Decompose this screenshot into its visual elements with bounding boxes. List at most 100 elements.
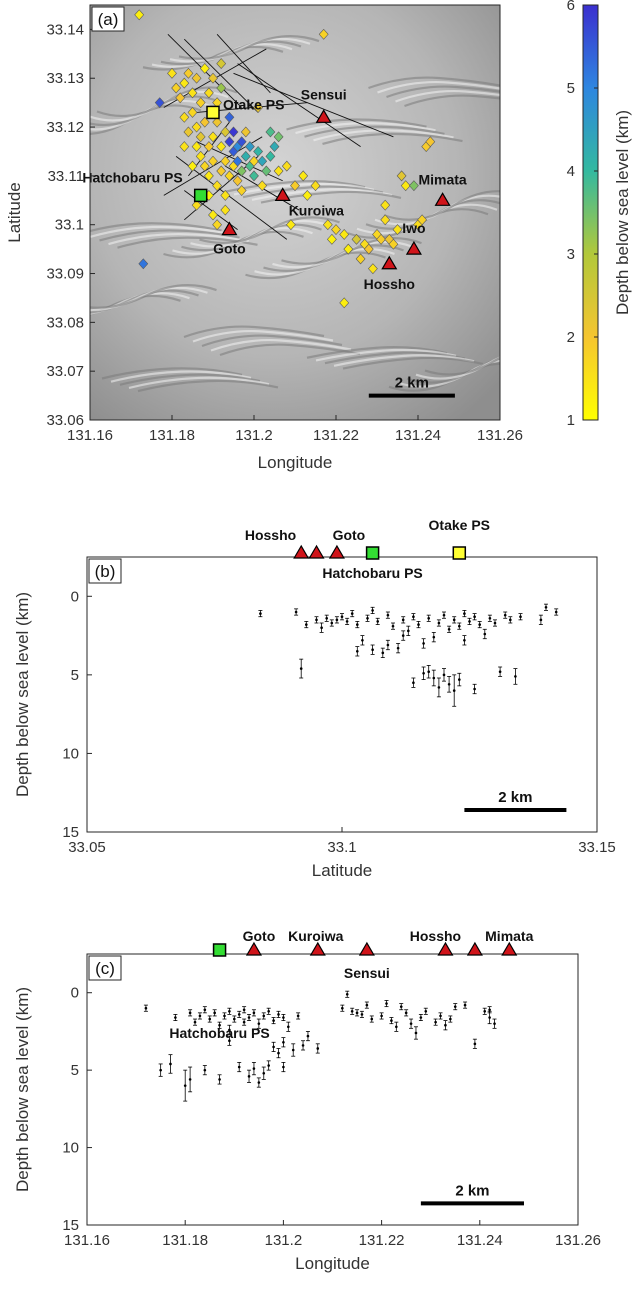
y-tick-label: 10 bbox=[62, 745, 79, 762]
earthquake-marker bbox=[265, 126, 276, 138]
earthquake-point bbox=[434, 1020, 437, 1024]
earthquake-point bbox=[259, 612, 262, 615]
earthquake-marker bbox=[240, 126, 251, 138]
earthquake-point bbox=[218, 1078, 221, 1081]
earthquake-point bbox=[498, 670, 502, 674]
earthquake-point bbox=[287, 1025, 290, 1029]
fumarole-marker bbox=[501, 941, 518, 956]
earthquake-point bbox=[203, 1068, 207, 1072]
earthquake-point bbox=[458, 624, 461, 628]
earthquake-point bbox=[483, 1009, 487, 1013]
earthquake-marker bbox=[154, 97, 165, 109]
earthquake-point bbox=[381, 651, 385, 655]
earthquake-marker bbox=[203, 87, 214, 99]
fumarole-marker bbox=[221, 221, 238, 236]
x-tick-label: 131.26 bbox=[477, 427, 523, 444]
earthquake-point bbox=[404, 1011, 408, 1015]
fumarole-marker bbox=[308, 544, 325, 559]
x-tick-label: 131.2 bbox=[265, 1232, 303, 1249]
terrain-ridge bbox=[151, 43, 293, 68]
terrain-ridge bbox=[386, 85, 500, 99]
earthquake-marker bbox=[199, 63, 210, 74]
earthquake-point bbox=[399, 1005, 403, 1008]
terrain-ridge bbox=[201, 334, 343, 348]
earthquake-point bbox=[365, 1003, 369, 1007]
fault-line bbox=[233, 72, 394, 138]
earthquake-point bbox=[335, 618, 339, 622]
earthquake-marker bbox=[195, 97, 206, 109]
colorbar-tick-label: 3 bbox=[567, 246, 575, 263]
earthquake-marker bbox=[400, 180, 411, 192]
earthquake-marker bbox=[216, 58, 227, 70]
earthquake-point bbox=[449, 1017, 452, 1021]
earthquake-point bbox=[345, 620, 349, 623]
power-station-marker bbox=[365, 546, 380, 560]
panel-b-scale-label: 2 km bbox=[498, 789, 532, 806]
panel-b-label: (b) bbox=[95, 562, 116, 581]
earthquake-point bbox=[282, 1016, 285, 1019]
earthquake-point bbox=[453, 1005, 457, 1008]
earthquake-point bbox=[442, 673, 446, 677]
terrain-ridge bbox=[137, 379, 279, 393]
panel-c-scale-label: 2 km bbox=[455, 1182, 489, 1199]
terrain-ridge bbox=[306, 346, 448, 359]
earthquake-point bbox=[427, 616, 431, 620]
site-label: Kuroiwa bbox=[289, 202, 344, 218]
earthquake-marker bbox=[380, 199, 391, 211]
earthquake-point bbox=[345, 992, 349, 996]
terrain-ridge bbox=[90, 225, 231, 238]
earthquake-marker bbox=[167, 67, 177, 79]
earthquake-point bbox=[463, 612, 466, 615]
x-tick-label: 33.05 bbox=[68, 839, 106, 856]
earthquake-point bbox=[473, 615, 476, 619]
earthquake-marker bbox=[392, 224, 403, 236]
earthquake-marker bbox=[187, 106, 198, 118]
fumarole-marker bbox=[328, 544, 345, 559]
y-tick-label: 5 bbox=[71, 667, 79, 684]
earthquake-point bbox=[320, 626, 323, 630]
x-tick-label: 131.22 bbox=[359, 1232, 405, 1249]
earthquake-point bbox=[414, 1031, 418, 1035]
x-axis-label: Longitude bbox=[258, 453, 333, 472]
y-tick-label: 15 bbox=[62, 1217, 79, 1234]
earthquake-marker bbox=[396, 170, 407, 182]
earthquake-point bbox=[325, 616, 329, 620]
earthquake-point bbox=[424, 1009, 428, 1013]
earthquake-marker bbox=[208, 209, 218, 221]
earthquake-point bbox=[422, 642, 425, 645]
panel-c-axes-frame bbox=[86, 953, 579, 1226]
earthquake-point bbox=[488, 1016, 491, 1019]
panel-a-label: (a) bbox=[98, 10, 119, 29]
terrain-ridge bbox=[324, 351, 466, 365]
x-tick-label: 131.24 bbox=[457, 1232, 503, 1249]
fumarole-marker bbox=[405, 240, 422, 255]
earthquake-point bbox=[437, 621, 441, 625]
panel-a-scale-label: 2 km bbox=[395, 375, 429, 392]
earthquake-marker bbox=[244, 141, 255, 153]
earthquake-point bbox=[305, 623, 308, 626]
earthquake-point bbox=[228, 1028, 231, 1032]
colorbar bbox=[582, 4, 599, 421]
terrain-ridge bbox=[90, 289, 199, 314]
earthquake-point bbox=[316, 1047, 320, 1050]
y-tick-label: 33.07 bbox=[46, 363, 84, 380]
earthquake-point bbox=[488, 616, 492, 620]
earthquake-point bbox=[439, 1014, 442, 1018]
earthquake-point bbox=[242, 1020, 246, 1024]
site-label: Goto bbox=[213, 241, 246, 257]
earthquake-point bbox=[437, 686, 441, 689]
earthquake-point bbox=[432, 635, 436, 639]
earthquake-marker bbox=[138, 258, 149, 270]
earthquake-point bbox=[252, 1011, 256, 1015]
earthquake-point bbox=[447, 627, 451, 631]
earthquake-point bbox=[228, 1039, 231, 1043]
terrain-ridge bbox=[99, 229, 240, 242]
earthquake-point bbox=[301, 1044, 305, 1047]
earthquake-point bbox=[483, 632, 487, 636]
terrain-ridge bbox=[128, 376, 270, 390]
terrain-ridge bbox=[295, 121, 436, 135]
earthquake-point bbox=[267, 1064, 270, 1067]
earthquake-point bbox=[452, 618, 456, 622]
earthquake-point bbox=[385, 1002, 388, 1005]
